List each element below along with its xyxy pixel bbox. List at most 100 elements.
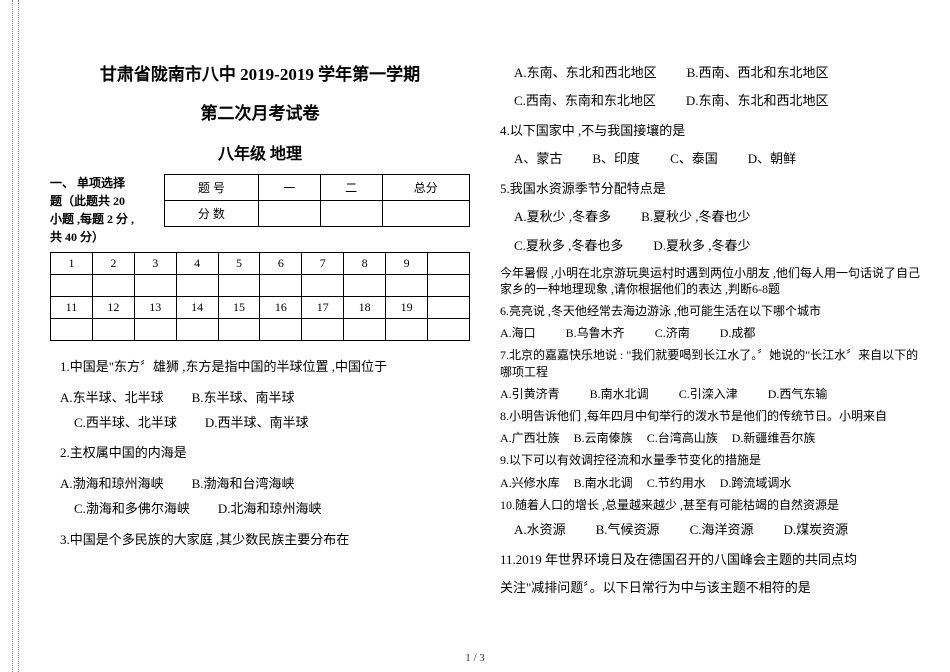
question-10: 10.随着人口的增长 ,总量越来越少 ,甚至有可能枯竭的自然资源是 bbox=[500, 497, 920, 513]
q6-d: D.成都 bbox=[720, 325, 756, 341]
q7-a: A.引黄济青 bbox=[500, 386, 560, 402]
ans-cell: 1 bbox=[51, 253, 93, 275]
ans-cell: 5 bbox=[218, 253, 260, 275]
ans-cell: 9 bbox=[386, 253, 428, 275]
q5-d: D.夏秋多 ,冬春少 bbox=[653, 235, 750, 257]
score-table: 题 号 一 二 总分 分 数 bbox=[164, 174, 470, 227]
ans-cell bbox=[134, 319, 176, 341]
q2-c: C.渤海和多佛尔海峡 bbox=[74, 499, 190, 520]
question-7: 7.北京的嘉嘉快乐地说 : "我们就要喝到长江水了。〞她说的"长江水〞来自以下的… bbox=[500, 347, 920, 379]
ans-cell: 4 bbox=[176, 253, 218, 275]
q1-b: B.东半球、南半球 bbox=[192, 388, 295, 409]
q5-a: A.夏秋少 ,冬春多 bbox=[514, 206, 611, 228]
question-11: 11.2019 年世界环境日及在德国召开的八国峰会主题的共同点均 bbox=[500, 549, 920, 571]
q3-c: C.西南、东南和东北地区 bbox=[514, 90, 656, 112]
q9-b: B.南水北调 bbox=[574, 475, 633, 491]
ans-cell bbox=[92, 319, 134, 341]
q3-opts-row2: C.西南、东南和东北地区 D.东南、东北和西北地区 bbox=[514, 90, 920, 112]
question-4: 4.以下国家中 ,不与我国接壤的是 bbox=[500, 120, 920, 142]
score-h3: 总分 bbox=[382, 175, 469, 201]
ans-cell bbox=[428, 319, 470, 341]
ans-cell: 8 bbox=[344, 253, 386, 275]
ans-cell bbox=[260, 275, 302, 297]
question-5: 5.我国水资源季节分配特点是 bbox=[500, 178, 920, 200]
q2-opts-row2: C.渤海和多佛尔海峡 D.北海和琼州海峡 bbox=[74, 499, 470, 520]
ans-cell bbox=[428, 253, 470, 275]
section-note: 一、 单项选择 题（此题共 20 小题 ,每题 2 分 , 共 40 分） bbox=[50, 174, 160, 246]
score-r3 bbox=[382, 201, 469, 227]
ans-cell: 12 bbox=[92, 297, 134, 319]
ans-cell bbox=[218, 319, 260, 341]
q1-c: C.西半球、北半球 bbox=[74, 413, 177, 434]
q7-b: B.南水北调 bbox=[590, 386, 649, 402]
ans-cell: 16 bbox=[260, 297, 302, 319]
q4-opts: A、蒙古 B、印度 C、泰国 D、朝鲜 bbox=[514, 148, 920, 170]
q2-opts-row1: A.渤海和琼州海峡 B.渤海和台湾海峡 bbox=[60, 474, 470, 495]
section-note-l1: 一、 单项选择 bbox=[50, 176, 125, 190]
q8-opts: A.广西壮族 B.云南傣族 C.台湾高山族 D.新疆维吾尔族 bbox=[500, 430, 920, 446]
q10-d: D.煤炭资源 bbox=[783, 519, 848, 541]
q5-c: C.夏秋多 ,冬春也多 bbox=[514, 235, 623, 257]
score-r0: 分 数 bbox=[165, 201, 259, 227]
q1-opts-row2: C.西半球、北半球 D.西半球、南半球 bbox=[74, 413, 470, 434]
ans-cell bbox=[51, 275, 93, 297]
ans-cell bbox=[92, 275, 134, 297]
q7-d: D.西气东输 bbox=[768, 386, 828, 402]
q7-opts: A.引黄济青 B.南水北调 C.引滦入津 D.西气东输 bbox=[500, 386, 920, 402]
binding-line-2 bbox=[12, 0, 13, 672]
q4-b: B、印度 bbox=[592, 148, 640, 170]
q2-b: B.渤海和台湾海峡 bbox=[192, 474, 295, 495]
q7-c: C.引滦入津 bbox=[679, 386, 738, 402]
ans-cell: 19 bbox=[386, 297, 428, 319]
q4-d: D、朝鲜 bbox=[748, 148, 796, 170]
q9-d: D.跨流域调水 bbox=[720, 475, 792, 491]
question-2: 2.主权属中国的内海是 bbox=[60, 443, 470, 464]
q10-a: A.水资源 bbox=[514, 519, 566, 541]
section-note-l3: 小题 ,每题 2 分 , bbox=[50, 212, 134, 226]
q1-d: D.西半球、南半球 bbox=[205, 413, 309, 434]
ans-cell bbox=[428, 297, 470, 319]
q8-d: D.新疆维吾尔族 bbox=[732, 430, 816, 446]
ans-cell bbox=[134, 275, 176, 297]
exam-title-main: 甘肃省陇南市八中 2019-2019 学年第一学期 bbox=[50, 60, 470, 85]
ans-cell bbox=[386, 319, 428, 341]
page-container: 甘肃省陇南市八中 2019-2019 学年第一学期 第二次月考试卷 八年级 地理… bbox=[0, 0, 950, 615]
ans-cell: 6 bbox=[260, 253, 302, 275]
passage-6-8: 今年暑假 ,小明在北京游玩奥运村时遇到两位小朋友 ,他们每人用一句话说了自己家乡… bbox=[500, 265, 920, 297]
q6-opts: A.海口 B.乌鲁木齐 C.济南 D.成都 bbox=[500, 325, 920, 341]
q9-c: C.节约用水 bbox=[647, 475, 706, 491]
question-6: 6.亮亮说 ,冬天他经常去海边游泳 ,他可能生活在以下哪个城市 bbox=[500, 303, 920, 319]
q6-a: A.海口 bbox=[500, 325, 536, 341]
ans-cell: 17 bbox=[302, 297, 344, 319]
ans-cell: 13 bbox=[134, 297, 176, 319]
section-and-score: 一、 单项选择 题（此题共 20 小题 ,每题 2 分 , 共 40 分） 题 … bbox=[50, 174, 470, 246]
ans-cell bbox=[428, 275, 470, 297]
q6-b: B.乌鲁木齐 bbox=[566, 325, 625, 341]
left-column: 甘肃省陇南市八中 2019-2019 学年第一学期 第二次月考试卷 八年级 地理… bbox=[50, 60, 470, 605]
q8-b: B.云南傣族 bbox=[574, 430, 633, 446]
score-r1 bbox=[258, 201, 320, 227]
ans-cell: 14 bbox=[176, 297, 218, 319]
ans-cell bbox=[176, 319, 218, 341]
q2-d: D.北海和琼州海峡 bbox=[218, 499, 322, 520]
q8-c: C.台湾高山族 bbox=[647, 430, 718, 446]
ans-cell bbox=[260, 319, 302, 341]
ans-cell: 3 bbox=[134, 253, 176, 275]
q4-c: C、泰国 bbox=[670, 148, 718, 170]
ans-cell: 11 bbox=[51, 297, 93, 319]
q3-opts-row1: A.东南、东北和西北地区 B.西南、西北和东北地区 bbox=[514, 62, 920, 84]
q8-a: A.广西壮族 bbox=[500, 430, 560, 446]
section-note-l2: 题（此题共 20 bbox=[50, 194, 125, 208]
q4-a: A、蒙古 bbox=[514, 148, 562, 170]
ans-cell bbox=[218, 275, 260, 297]
q3-d: D.东南、东北和西北地区 bbox=[686, 90, 829, 112]
question-9: 9.以下可以有效调控径流和水量季节变化的措施是 bbox=[500, 452, 920, 468]
q10-c: C.海洋资源 bbox=[690, 519, 754, 541]
ans-cell: 15 bbox=[218, 297, 260, 319]
score-h2: 二 bbox=[320, 175, 382, 201]
ans-cell bbox=[344, 275, 386, 297]
binding-line-1 bbox=[18, 0, 19, 672]
ans-cell: 7 bbox=[302, 253, 344, 275]
ans-cell: 18 bbox=[344, 297, 386, 319]
q5-opts-row2: C.夏秋多 ,冬春也多 D.夏秋多 ,冬春少 bbox=[514, 235, 920, 257]
